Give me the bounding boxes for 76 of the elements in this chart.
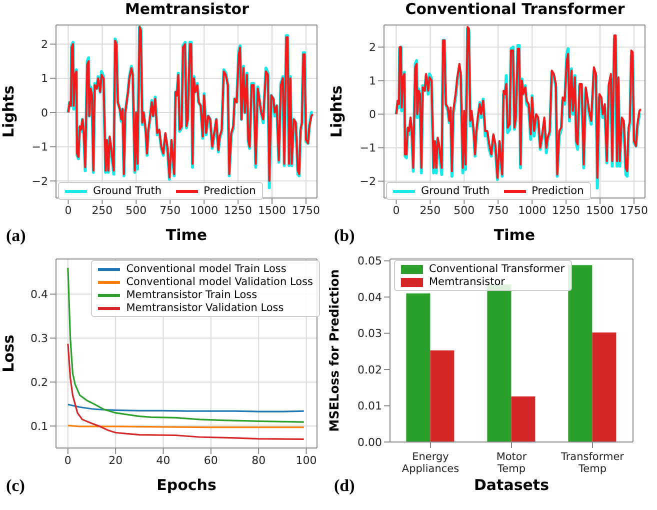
y-tick-label: 0.1: [30, 420, 48, 433]
x-tick-label: 1250: [224, 204, 252, 217]
chart-title: Memtransistor: [124, 0, 250, 18]
x-tick-label: 1000: [518, 204, 546, 217]
legend-label: Conventional Transformer: [429, 263, 565, 275]
y-tick-label: 0: [369, 108, 376, 122]
x-tick-label: 60: [204, 454, 218, 467]
x-tick-label: 500: [454, 204, 475, 217]
y-tick-label: 2: [369, 41, 376, 54]
bar: [592, 332, 616, 442]
text: (a): [6, 226, 26, 246]
line-series: [67, 343, 305, 440]
x-tick-label: 20: [108, 454, 123, 467]
y-tick-label: 0.05: [358, 254, 382, 268]
legend-label: Prediction: [532, 185, 584, 197]
y-tick-label: 0.2: [30, 376, 48, 389]
y-tick-label: 0.01: [358, 400, 382, 413]
y-tick-label: −2: [32, 174, 48, 188]
x-tick-label: 750: [160, 204, 181, 217]
x-tick-label: 750: [488, 204, 509, 217]
bar: [568, 265, 592, 442]
x-tick-label: 1000: [190, 204, 218, 217]
x-tick-label: Motor Temp: [496, 451, 528, 475]
legend-label: Ground Truth: [421, 185, 490, 197]
y-tick-label: 1: [41, 72, 48, 86]
y-axis-title: Loss: [0, 334, 18, 372]
x-tick-label: Energy Appliances: [402, 451, 460, 475]
x-tick-label: 40: [156, 454, 170, 467]
x-tick-label: Transformer Temp: [560, 451, 625, 475]
bar: [430, 350, 454, 442]
y-axis-title: Lights: [0, 85, 18, 138]
x-tick-label: 1250: [552, 204, 580, 217]
y-tick-label: 0.3: [30, 332, 48, 346]
x-tick-label: 1500: [258, 204, 286, 217]
x-tick-label: 500: [126, 204, 147, 217]
x-tick-label: 0: [392, 204, 400, 217]
bar: [511, 396, 536, 442]
y-axis-title: Lights: [327, 85, 346, 138]
y-tick-label: −1: [32, 140, 48, 154]
legend-label: Prediction: [204, 185, 256, 197]
x-tick-label: 100: [296, 454, 317, 467]
y-tick-label: 2: [41, 38, 48, 52]
x-tick-label: 0: [64, 204, 72, 217]
text: (d): [334, 476, 355, 496]
x-axis-title: Time: [494, 226, 536, 244]
y-axis-title: MSELoss for Prediction: [326, 269, 342, 432]
y-tick-label: −2: [360, 175, 376, 188]
x-tick-label: 1750: [292, 204, 320, 217]
legend-label: Conventional model Train Loss: [126, 263, 286, 275]
x-tick-label: 1500: [586, 204, 614, 217]
chart-title: Conventional Transformer: [404, 0, 626, 18]
x-tick-label: 80: [252, 454, 266, 467]
legend-label: Memtransistor Train Loss: [126, 289, 258, 301]
y-tick-label: 0.00: [358, 436, 382, 449]
x-tick-label: 250: [420, 204, 441, 217]
line-series: [67, 404, 305, 412]
y-tick-label: 0.4: [30, 288, 48, 302]
y-tick-label: 1: [369, 74, 376, 88]
text: (c): [6, 476, 25, 496]
legend-label: Conventional model Validation Loss: [126, 276, 313, 288]
y-tick-label: 0.04: [358, 290, 382, 304]
y-tick-label: −1: [360, 142, 376, 155]
y-tick-label: 0.02: [358, 363, 382, 376]
x-tick-label: 250: [92, 204, 113, 217]
x-axis-title: Epochs: [156, 476, 216, 494]
legend-label: Memtransistor Validation Loss: [126, 302, 284, 314]
text: (b): [334, 226, 355, 246]
legend-label: Ground Truth: [93, 185, 162, 197]
x-axis-title: Time: [166, 226, 208, 244]
legend-label: Memtransistor: [429, 276, 505, 288]
x-tick-label: 0: [64, 454, 72, 467]
bar: [406, 293, 430, 442]
y-tick-label: 0.03: [358, 327, 382, 340]
x-axis-title: Datasets: [474, 476, 550, 494]
y-tick-label: 0: [41, 106, 48, 120]
x-tick-label: 1750: [620, 204, 648, 217]
